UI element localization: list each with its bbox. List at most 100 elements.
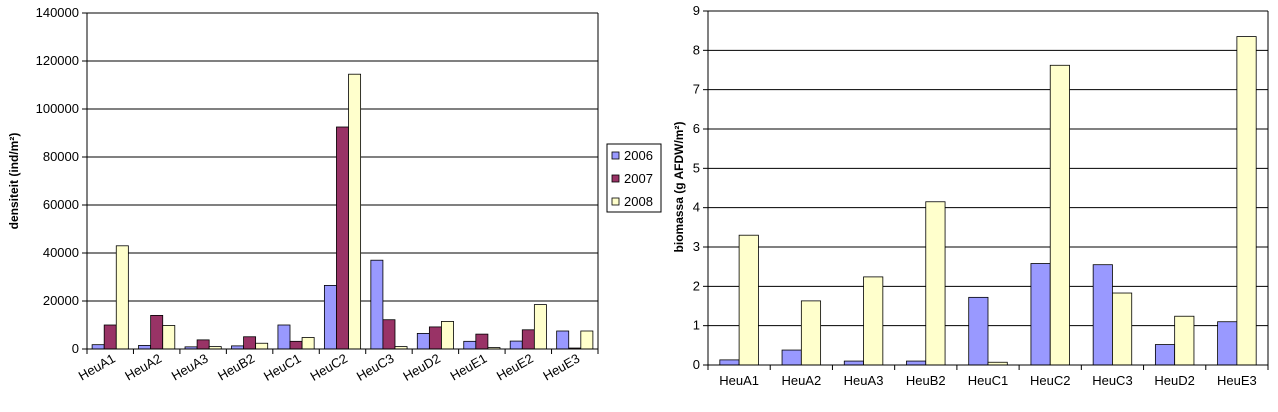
bar-HeuA1-2008 xyxy=(115,245,129,350)
x-tick-label: HeuE3 xyxy=(540,351,582,384)
x-tick-label: HeuC1 xyxy=(968,373,1008,388)
y-tick-label: 100000 xyxy=(36,101,79,116)
bar-HeuC2-2006 xyxy=(323,284,337,350)
x-tick-label: HeuA1 xyxy=(76,351,118,384)
y-tick-label: 140000 xyxy=(36,5,79,20)
bar-HeuD2-2006 xyxy=(416,332,430,350)
bar-HeuC3-2006 xyxy=(370,259,384,350)
y-tick-label: 9 xyxy=(693,3,700,18)
bar-HeuE3-2006 xyxy=(556,330,570,350)
density-y-tick-labels: 0 20000 40000 60000 80000 100000 120000 140000 xyxy=(36,5,79,356)
x-tick-label: HeuB2 xyxy=(215,351,257,384)
x-tick-label: HeuC3 xyxy=(1092,373,1132,388)
legend-label-2008: 2008 xyxy=(624,194,653,209)
density-chart: 020000400006000080000100000120000140000 … xyxy=(7,5,599,384)
bar-HeuC1-2007 xyxy=(289,340,303,350)
bar-HeuA2-2008 xyxy=(162,325,176,350)
y-tick-label: 120000 xyxy=(36,53,79,68)
x-tick-label: HeuE3 xyxy=(1217,373,1257,388)
y-tick-label: 20000 xyxy=(43,293,79,308)
bar-HeuC2-2008 xyxy=(1049,64,1070,366)
x-tick-label: HeuE1 xyxy=(447,351,489,384)
bar-HeuE2-2007 xyxy=(521,329,535,350)
density-y-axis-title: densiteit (ind/m²) xyxy=(7,133,21,230)
y-tick-label: 40000 xyxy=(43,245,79,260)
bar-HeuC3-2007 xyxy=(382,319,396,350)
x-tick-label: HeuA3 xyxy=(844,373,884,388)
y-tick-label: 2 xyxy=(693,278,700,293)
bar-HeuD2-2008 xyxy=(441,320,454,350)
y-tick-label: 0 xyxy=(72,341,79,356)
bar-HeuE1-2007 xyxy=(475,333,489,350)
x-tick-label: HeuD2 xyxy=(1154,373,1194,388)
bar-HeuA2-2006 xyxy=(138,344,152,350)
bar-HeuE2-2006 xyxy=(509,340,523,350)
y-tick-label: 1 xyxy=(693,318,700,333)
x-tick-label: HeuC1 xyxy=(261,351,304,384)
bar-HeuB2-2006 xyxy=(906,360,927,366)
x-tick-label: HeuD2 xyxy=(400,351,443,384)
density-bars xyxy=(91,73,594,350)
bar-HeuA1-2008 xyxy=(738,234,759,366)
biomass-y-axis-title: biomassa (g AFDW/m²) xyxy=(672,122,686,253)
biomass-x-tick-labels: HeuA1 HeuA2 HeuA3 HeuB2 HeuC1 HeuC2 HeuC3 HeuD2… xyxy=(719,373,1257,388)
bar-HeuE3-2008 xyxy=(1236,36,1257,366)
x-tick-label: HeuA1 xyxy=(719,373,759,388)
x-tick-label: HeuB2 xyxy=(906,373,946,388)
x-tick-label: HeuC2 xyxy=(1030,373,1070,388)
bar-HeuC3-2006 xyxy=(1092,264,1113,366)
y-tick-label: 7 xyxy=(693,82,700,97)
bar-HeuE3-2008 xyxy=(580,330,594,350)
bar-HeuC2-2006 xyxy=(1030,263,1051,366)
bar-HeuE2-2008 xyxy=(533,304,547,350)
bar-HeuE3-2006 xyxy=(1217,321,1238,366)
bar-HeuC1-2006 xyxy=(277,324,291,350)
y-tick-label: 3 xyxy=(693,239,700,254)
y-tick-label: 6 xyxy=(693,121,700,136)
x-tick-label: HeuC3 xyxy=(354,351,397,384)
y-tick-label: 80000 xyxy=(43,149,79,164)
bar-HeuE1-2006 xyxy=(463,340,477,350)
biomass-axes xyxy=(703,10,1269,370)
biomass-chart: 0 1 2 3 4 5 6 7 8 9 HeuA1 HeuA2 HeuA3 HeuB2 HeuC1 HeuC… xyxy=(672,3,1269,388)
bar-HeuB2-2007 xyxy=(243,336,257,350)
y-tick-label: 5 xyxy=(693,160,700,175)
bar-HeuA2-2006 xyxy=(781,349,802,366)
x-tick-label: HeuA3 xyxy=(169,351,211,384)
legend: 2006 2007 2008 xyxy=(606,143,662,213)
legend-label-2007: 2007 xyxy=(624,171,653,186)
bar-HeuC2-2008 xyxy=(348,73,362,350)
bar-HeuC1-2006 xyxy=(968,296,989,366)
x-tick-label: HeuA2 xyxy=(781,373,821,388)
legend-label-2006: 2006 xyxy=(624,148,653,163)
y-tick-label: 0 xyxy=(693,357,700,372)
bar-HeuD2-2007 xyxy=(428,326,442,350)
x-tick-label: HeuE2 xyxy=(494,351,536,384)
legend-swatch-2006 xyxy=(611,151,620,160)
legend-swatch-2008 xyxy=(611,197,620,206)
bar-HeuC3-2008 xyxy=(1112,292,1133,366)
y-tick-label: 8 xyxy=(693,42,700,57)
biomass-y-tick-labels: 0 1 2 3 4 5 6 7 8 9 xyxy=(693,3,700,372)
biomass-bars xyxy=(719,36,1257,366)
y-tick-label: 60000 xyxy=(43,197,79,212)
bar-HeuB2-2008 xyxy=(925,201,946,366)
density-x-tick-labels: HeuA1 HeuA2 HeuA3 HeuB2 HeuC1 HeuC2 HeuC3 HeuD2… xyxy=(76,351,582,384)
bar-HeuA3-2008 xyxy=(863,276,884,366)
bar-HeuD2-2006 xyxy=(1154,344,1176,366)
bar-HeuB2-2008 xyxy=(255,342,269,350)
bar-HeuC2-2007 xyxy=(336,126,349,350)
bar-HeuA3-2006 xyxy=(843,360,864,366)
bar-HeuC1-2008 xyxy=(301,337,315,350)
bar-HeuA3-2007 xyxy=(196,339,210,350)
biomass-gridlines xyxy=(708,10,1268,327)
density-axes xyxy=(82,12,599,354)
x-tick-label: HeuA2 xyxy=(122,351,164,384)
x-tick-label: HeuC2 xyxy=(307,351,350,384)
y-tick-label: 4 xyxy=(693,200,700,215)
bar-HeuA1-2007 xyxy=(103,324,117,350)
bar-HeuA2-2008 xyxy=(800,300,822,366)
bar-HeuA2-2007 xyxy=(150,314,164,350)
legend-swatch-2007 xyxy=(611,174,620,183)
